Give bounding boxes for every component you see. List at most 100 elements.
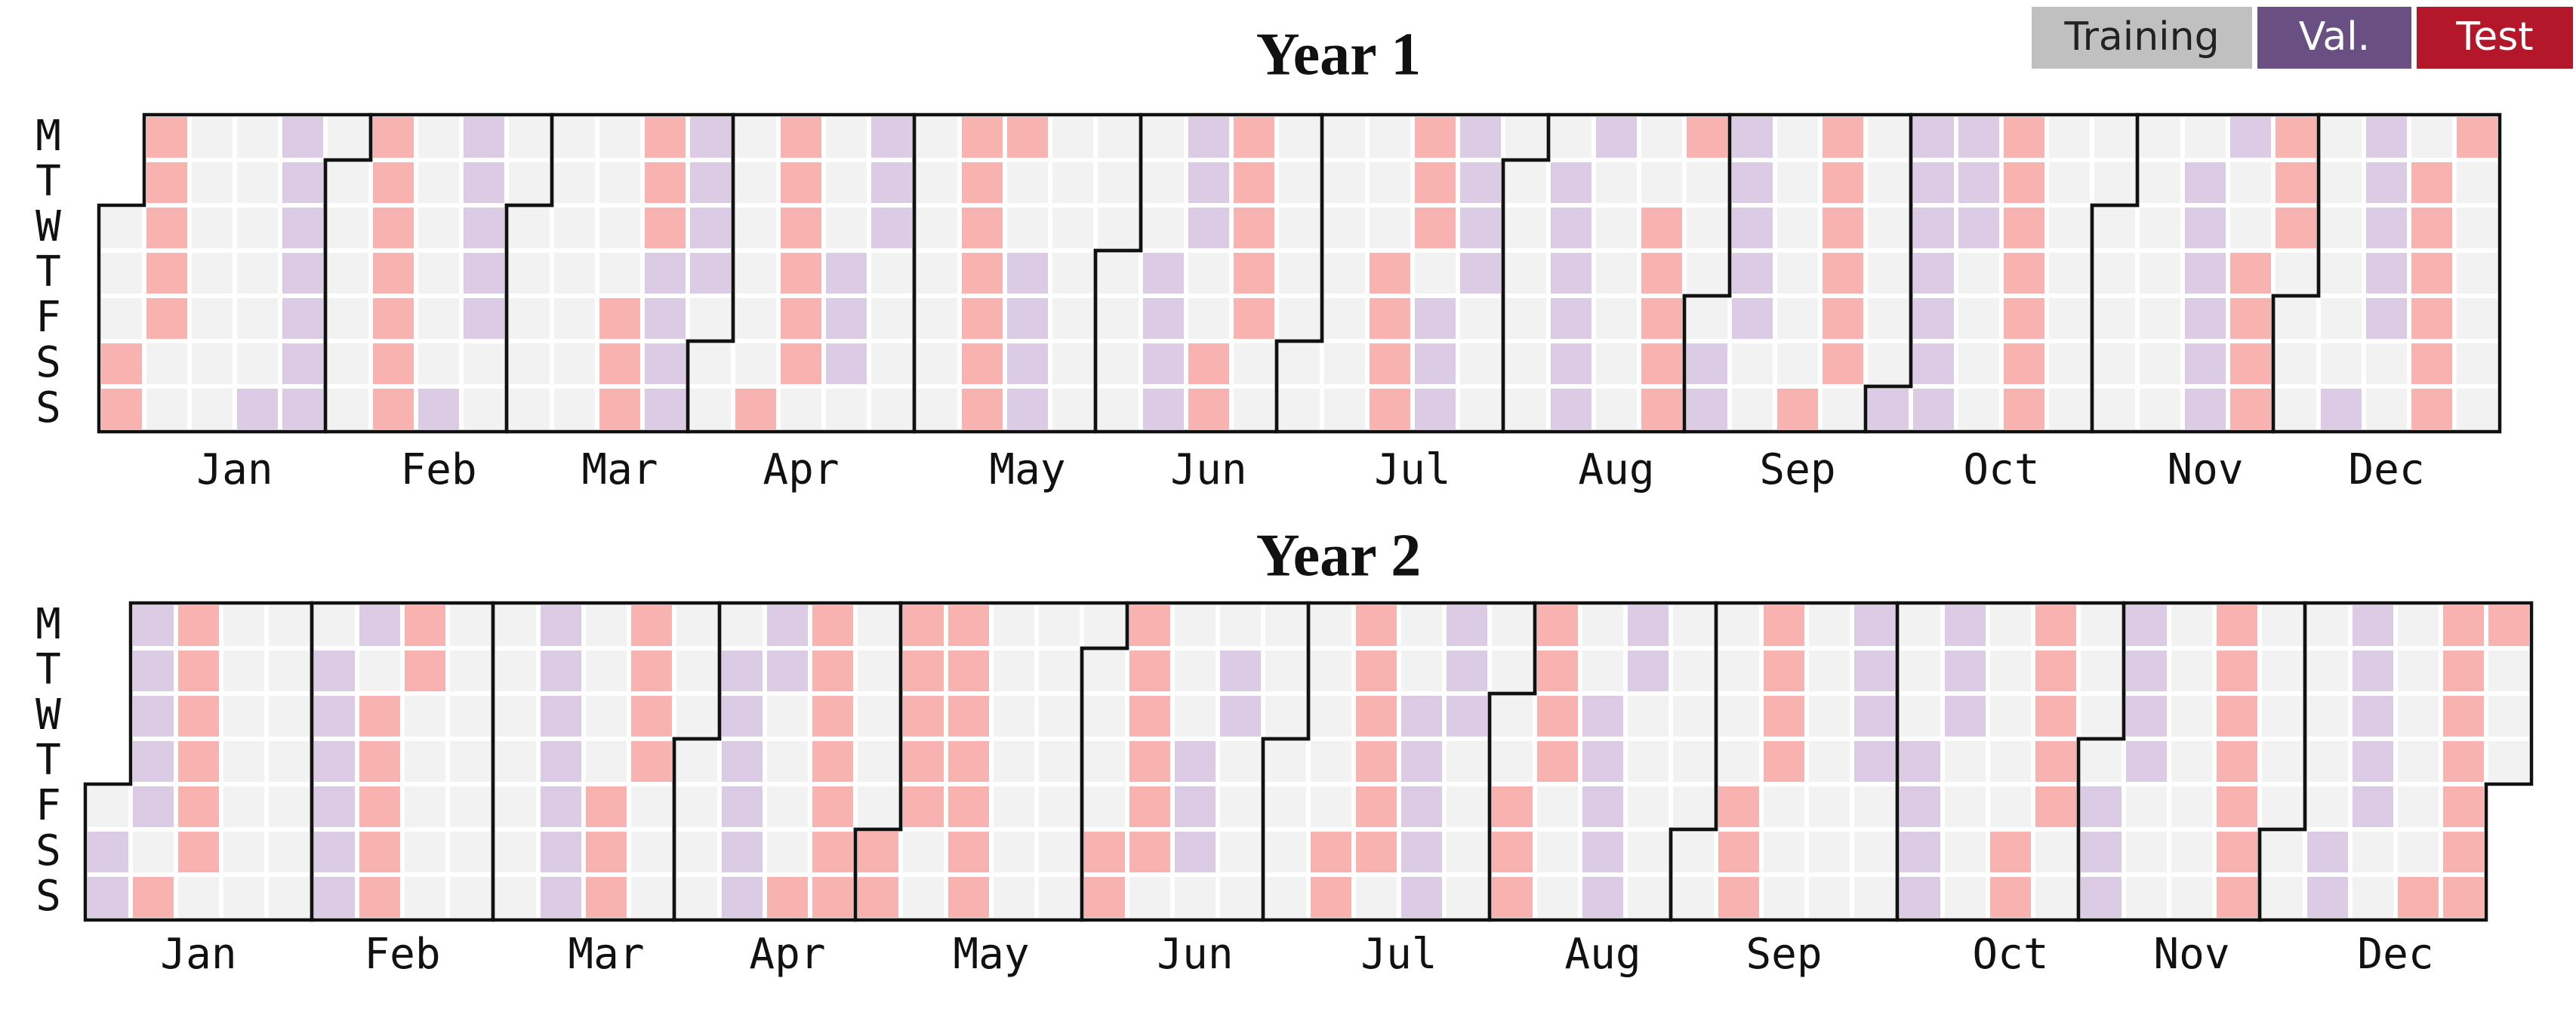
weekday-label: S <box>35 872 61 921</box>
day-cell <box>359 651 400 691</box>
day-cell <box>1279 208 1320 248</box>
day-cell <box>101 343 142 384</box>
day-cell <box>1447 696 1487 737</box>
day-cell <box>1234 343 1274 384</box>
day-cell <box>2457 117 2497 158</box>
day-cell <box>962 298 1003 339</box>
day-cell <box>1129 741 1170 782</box>
day-cell <box>1084 605 1125 646</box>
day-cell <box>903 832 944 872</box>
day-cell <box>2081 741 2122 782</box>
day-cell <box>282 389 323 429</box>
day-cell <box>858 696 898 737</box>
day-cell <box>735 117 776 158</box>
day-cell <box>282 343 323 384</box>
day-cell <box>1958 343 1999 384</box>
day-cell <box>1129 877 1170 918</box>
day-cell <box>1673 741 1714 782</box>
day-cell <box>178 605 219 646</box>
day-cell <box>1370 253 1410 294</box>
day-cell <box>2230 208 2271 248</box>
day-cell <box>237 117 278 158</box>
day-cell <box>2488 605 2529 646</box>
day-cell <box>917 389 957 429</box>
day-cell <box>826 298 867 339</box>
day-cell <box>767 605 808 646</box>
day-cell <box>722 696 763 737</box>
day-cell <box>1324 298 1365 339</box>
day-cell <box>1311 696 1351 737</box>
day-cell <box>405 696 445 737</box>
day-cell <box>2398 786 2439 827</box>
day-cell <box>1809 877 1850 918</box>
day-cell <box>1279 117 1320 158</box>
day-cell <box>1823 208 1863 248</box>
month-label: Dec <box>2348 445 2424 494</box>
year-title: Year 1 <box>1256 21 1421 88</box>
day-cell <box>962 253 1003 294</box>
day-cell <box>1265 786 1306 827</box>
day-cell <box>1900 877 1940 918</box>
day-cell <box>2081 832 2122 872</box>
day-cell <box>223 877 264 918</box>
day-cell <box>2004 389 2044 429</box>
day-cell <box>1084 696 1125 737</box>
day-cell <box>1401 605 1442 646</box>
day-cell <box>1718 605 1759 646</box>
day-cell <box>405 832 445 872</box>
day-cell <box>2126 832 2167 872</box>
day-cells <box>101 117 2497 429</box>
day-cell <box>1990 651 2031 691</box>
day-cell <box>1537 605 1578 646</box>
day-cell <box>2307 696 2348 737</box>
day-cell <box>2276 162 2316 203</box>
day-cell <box>2366 253 2407 294</box>
month-label: Jun <box>1157 930 1233 979</box>
day-cell <box>1628 832 1669 872</box>
day-cell <box>994 786 1034 827</box>
day-cell <box>2126 605 2167 646</box>
day-cell <box>282 162 323 203</box>
day-cell <box>2081 696 2122 737</box>
day-cell <box>812 651 853 691</box>
day-cell <box>1537 877 1578 918</box>
day-cell <box>2049 208 2090 248</box>
day-cell <box>2094 298 2135 339</box>
day-cell <box>1175 877 1216 918</box>
day-cell <box>2457 208 2497 248</box>
weekday-label: T <box>35 248 61 297</box>
day-cell <box>903 877 944 918</box>
day-cell <box>269 651 310 691</box>
day-cell <box>599 208 640 248</box>
day-cell <box>1447 786 1487 827</box>
day-cell <box>2398 605 2439 646</box>
day-cell <box>554 208 595 248</box>
day-cell <box>464 208 504 248</box>
day-cell <box>1764 786 1804 827</box>
day-cell <box>735 298 776 339</box>
day-cell <box>645 389 686 429</box>
day-cell <box>1039 605 1080 646</box>
day-cell <box>1582 786 1623 827</box>
day-cell <box>2004 162 2044 203</box>
day-cell <box>2321 208 2362 248</box>
day-cell <box>2171 605 2212 646</box>
day-cell <box>1265 741 1306 782</box>
day-cell <box>1084 877 1125 918</box>
day-cell <box>1687 389 1727 429</box>
day-cell <box>1913 343 1954 384</box>
day-cell <box>223 605 264 646</box>
day-cell <box>1990 877 2031 918</box>
day-cell <box>1551 208 1592 248</box>
day-cell <box>858 786 898 827</box>
day-cell <box>1809 651 1850 691</box>
day-cell <box>599 253 640 294</box>
day-cell <box>1732 343 1773 384</box>
day-cell <box>735 389 776 429</box>
day-cell <box>1098 208 1139 248</box>
day-cell <box>994 832 1034 872</box>
day-cell <box>2366 117 2407 158</box>
day-cell <box>1582 696 1623 737</box>
day-cell <box>2262 696 2303 737</box>
